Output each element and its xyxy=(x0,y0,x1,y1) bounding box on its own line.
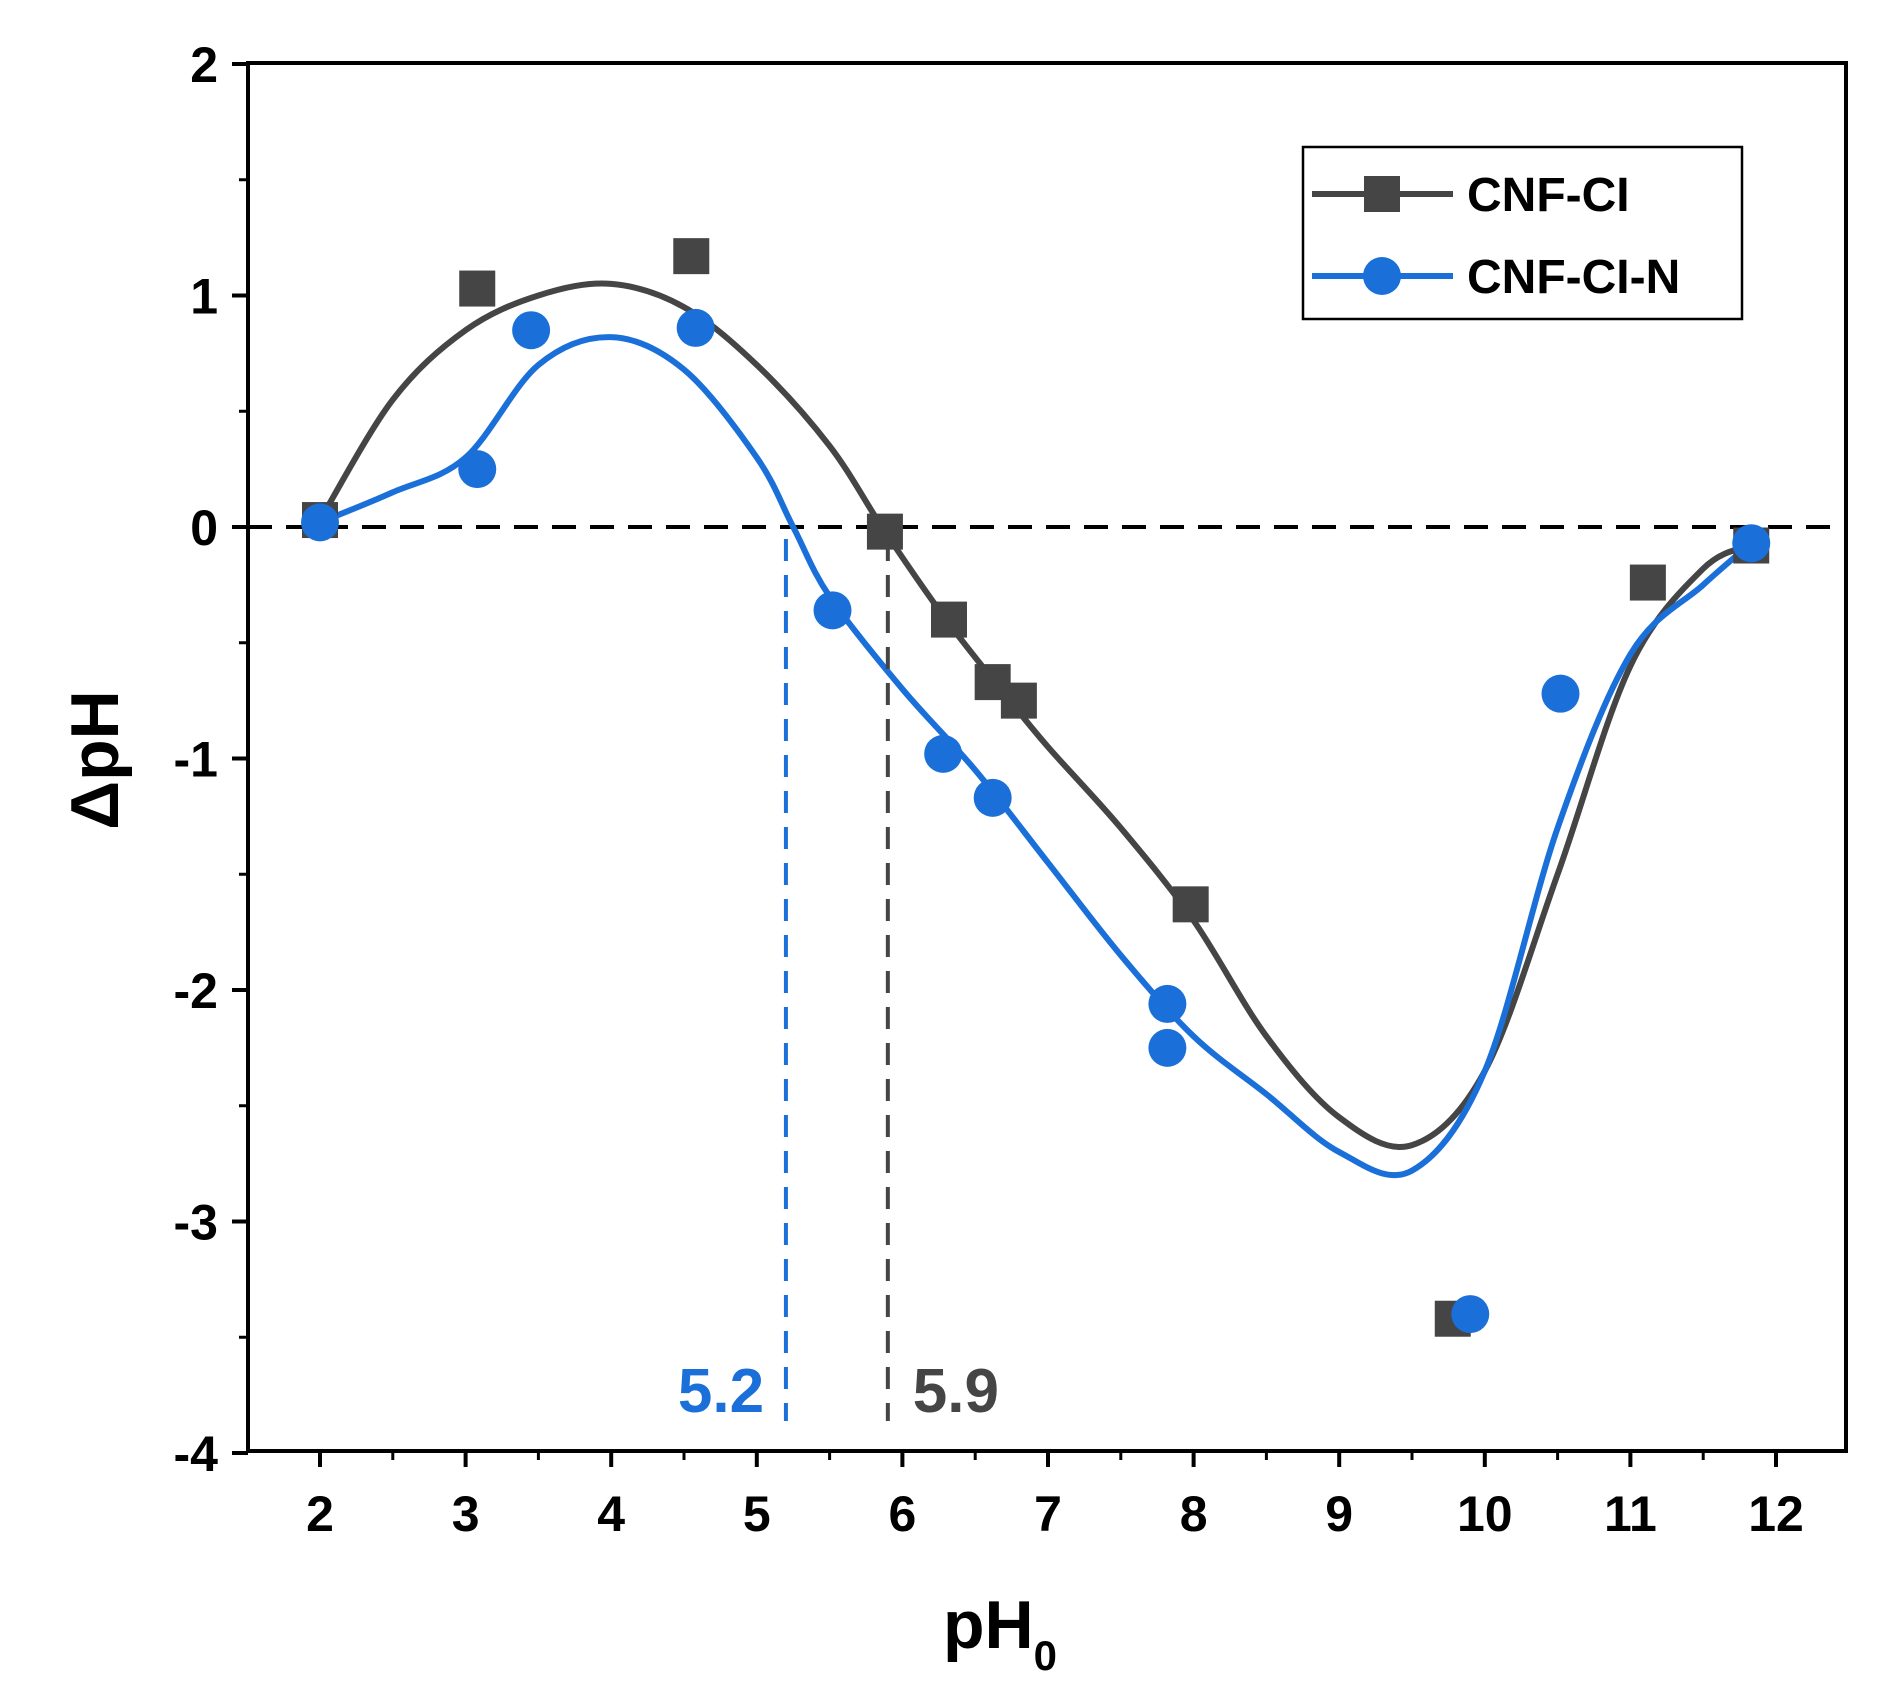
x-axis-title-subscript: 0 xyxy=(1034,1632,1057,1679)
x-tick-label: 11 xyxy=(1604,1486,1657,1542)
legend-items xyxy=(1312,176,1453,295)
x-tick-label: 9 xyxy=(1325,1486,1353,1542)
data-point-cnf-ci-n xyxy=(813,591,852,630)
x-tick-label: 10 xyxy=(1457,1486,1513,1542)
data-point-cnf-ci-n xyxy=(676,308,715,347)
data-point-cnf-ci-n xyxy=(512,311,551,350)
legend-square-marker xyxy=(1364,176,1400,212)
data-point-cnf-ci-n xyxy=(301,503,339,542)
y-tick-label: 0 xyxy=(190,500,218,556)
data-point-cnf-ci xyxy=(930,601,967,638)
x-tick-label: 12 xyxy=(1748,1486,1804,1542)
annotation-layer: 5.2 5.9 xyxy=(678,1357,999,1426)
fit-curve-cnf-ci-n xyxy=(317,334,1755,1179)
y-tick-label: -1 xyxy=(174,732,218,788)
y-tick-label: 2 xyxy=(190,37,218,93)
data-point-cnf-ci-n xyxy=(1541,674,1580,713)
data-point-cnf-ci-n xyxy=(924,734,963,773)
y-tick-label: -4 xyxy=(174,1426,219,1482)
annotation-5-2: 5.2 xyxy=(678,1357,764,1426)
annotation-5-9: 5.9 xyxy=(913,1357,999,1426)
x-tick-label: 7 xyxy=(1034,1486,1062,1542)
x-axis-title: pH0 xyxy=(943,1587,1057,1679)
x-tick-label: 8 xyxy=(1180,1486,1208,1542)
y-tick-label: -2 xyxy=(174,963,218,1019)
legend-circle-marker xyxy=(1363,257,1401,295)
data-point-cnf-ci-n xyxy=(1148,1028,1187,1067)
data-point-cnf-ci-n xyxy=(458,450,497,489)
x-tick-label: 4 xyxy=(597,1486,625,1542)
data-point-cnf-ci xyxy=(1172,886,1209,923)
x-tick-label: 6 xyxy=(888,1486,916,1542)
y-tick-label: -3 xyxy=(174,1195,218,1251)
x-tick-label: 5 xyxy=(743,1486,771,1542)
legend-label-cnf-ci-n: CNF-CI-N xyxy=(1467,251,1680,304)
x-axis-title-main: pH xyxy=(943,1587,1034,1663)
x-tick-label: 3 xyxy=(452,1486,480,1542)
x-tick-label: 2 xyxy=(306,1486,334,1542)
data-point-cnf-ci xyxy=(1629,564,1666,601)
y-tick-label: 1 xyxy=(190,269,218,325)
legend-label-cnf-ci: CNF-CI xyxy=(1467,169,1630,222)
data-point-cnf-ci-n xyxy=(1451,1295,1490,1334)
data-point-cnf-ci-n xyxy=(973,778,1012,817)
data-point-cnf-ci xyxy=(673,238,710,275)
fit-curve-cnf-ci xyxy=(317,280,1755,1150)
fit-curve-layer xyxy=(317,280,1755,1421)
data-point-cnf-ci xyxy=(1000,682,1037,719)
data-point-cnf-ci-n xyxy=(1148,984,1187,1023)
data-points-layer xyxy=(301,238,1771,1337)
data-point-cnf-ci xyxy=(459,270,496,307)
data-point-cnf-ci-n xyxy=(1732,524,1771,563)
legend: CNF-CI CNF-CI-N xyxy=(1301,145,1744,321)
y-axis-title: ΔpH xyxy=(57,690,133,830)
data-point-cnf-ci xyxy=(866,513,903,550)
